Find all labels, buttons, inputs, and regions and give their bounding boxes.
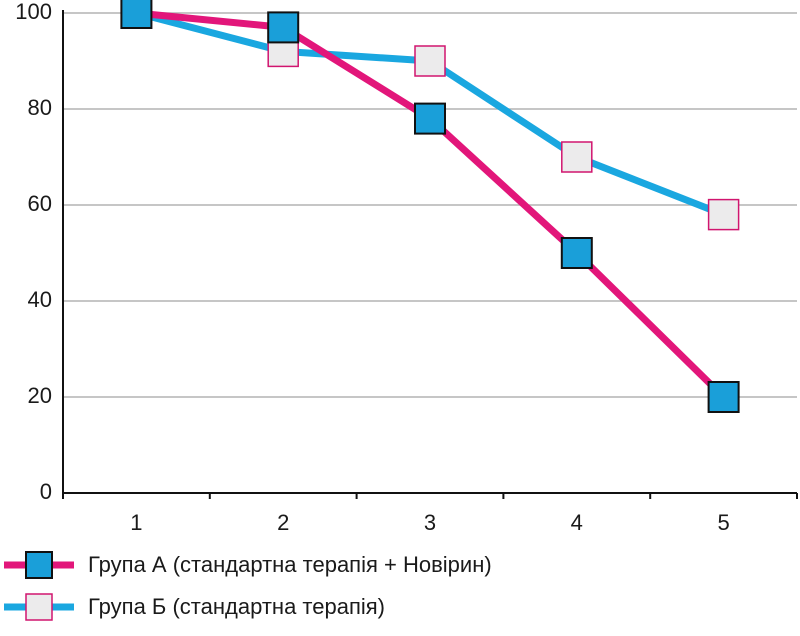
y-tick-label: 100	[15, 0, 52, 24]
legend-label: Група Б (стандартна терапія)	[88, 594, 385, 619]
series-1	[120, 0, 740, 413]
data-point-marker	[560, 237, 593, 269]
y-tick-label: 80	[28, 95, 52, 120]
data-point-marker	[414, 102, 446, 135]
x-tick-label: 5	[717, 510, 729, 535]
x-tick-label: 4	[571, 510, 583, 535]
legend-item: Група Б (стандартна терапія)	[4, 593, 385, 621]
legend-marker	[25, 593, 53, 621]
y-tick-labels: 0 20 40 60 80 100	[15, 0, 52, 504]
data-point-marker	[561, 141, 593, 173]
y-tick-label: 60	[28, 191, 52, 216]
gridlines	[63, 12, 797, 398]
legend-label: Група А (стандартна терапія + Новірин)	[88, 552, 492, 577]
data-point-marker	[267, 11, 300, 44]
x-tick-label: 2	[277, 510, 289, 535]
x-tick-label: 1	[130, 510, 142, 535]
y-tick-label: 40	[28, 287, 52, 312]
x-tick-label: 3	[424, 510, 436, 535]
series-layer	[120, 0, 740, 413]
legend: Група А (стандартна терапія + Новірин) Гр…	[4, 551, 492, 621]
x-tick-labels: 1 2 3 4 5	[130, 510, 729, 535]
y-tick-label: 0	[40, 479, 52, 504]
data-point-marker	[414, 45, 446, 77]
data-point-marker	[707, 381, 740, 413]
y-tick-label: 20	[28, 383, 52, 408]
legend-item: Група А (стандартна терапія + Новірин)	[4, 551, 492, 579]
axes	[62, 10, 798, 499]
legend-marker	[25, 551, 53, 579]
data-point-marker	[707, 198, 740, 231]
data-point-marker	[120, 0, 153, 29]
